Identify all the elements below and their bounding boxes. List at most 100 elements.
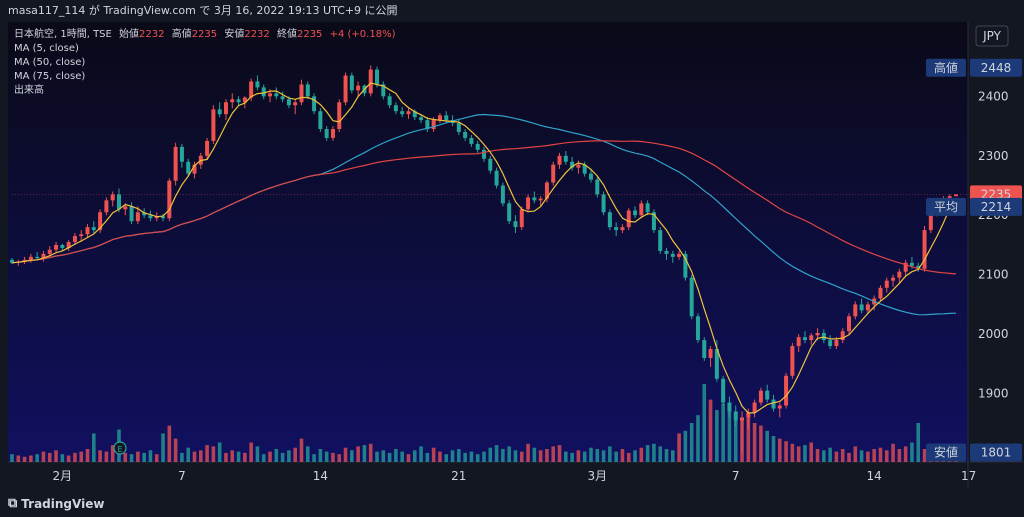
- volume-bar: [708, 399, 713, 462]
- candle-body: [223, 102, 228, 115]
- candle-body: [777, 405, 782, 409]
- volume-bar: [689, 423, 694, 462]
- currency-label[interactable]: JPY: [982, 29, 1002, 43]
- candle-body: [765, 390, 770, 400]
- candle-body: [664, 250, 669, 254]
- plot-background: [8, 22, 968, 462]
- volume-bar: [614, 451, 618, 462]
- footer-bar: ⧉ TradingView: [0, 490, 1024, 517]
- volume-bar: [664, 449, 669, 462]
- volume-bar: [557, 445, 562, 462]
- candle-body: [330, 129, 335, 138]
- volume-bar: [771, 436, 776, 462]
- volume-bar: [639, 447, 644, 462]
- candle-body: [809, 335, 814, 341]
- volume-bar: [224, 452, 228, 462]
- candle-body: [299, 84, 304, 103]
- volume-bar: [683, 430, 688, 462]
- price-tag-value: 1801: [981, 445, 1012, 459]
- time-axis[interactable]: 2月 7 14 21 3月 7 14 17: [53, 469, 977, 483]
- candle-body: [135, 212, 140, 222]
- volume-bar: [280, 452, 285, 462]
- candle-body: [72, 236, 77, 242]
- candle-body: [815, 332, 820, 336]
- candle-body: [268, 93, 273, 97]
- volume-bar: [916, 423, 921, 462]
- volume-bar: [803, 445, 807, 462]
- candle-body: [727, 402, 732, 412]
- candle-body: [406, 111, 411, 115]
- price-tag-name: 平均: [934, 200, 958, 214]
- legend-ma75: MA (75, close): [14, 71, 85, 82]
- time-tick-label: 2月: [53, 469, 73, 483]
- volume-bar: [570, 452, 574, 462]
- volume-bar: [35, 454, 39, 462]
- candle-body: [91, 227, 96, 231]
- candle-body: [538, 198, 543, 201]
- candle-body: [677, 253, 682, 257]
- candle-body: [488, 158, 493, 171]
- volume-bar: [299, 438, 304, 462]
- candle-body: [148, 215, 153, 219]
- volume-bar: [243, 452, 247, 462]
- earnings-icon[interactable]: [113, 441, 127, 455]
- volume-bar: [746, 415, 751, 462]
- price-chart[interactable]: 1900200021002200230024002500 2月714213月71…: [0, 22, 1024, 490]
- volume-bar: [419, 446, 423, 462]
- candle-body: [161, 216, 166, 219]
- volume-bar: [715, 410, 719, 462]
- candle-body: [324, 129, 329, 138]
- price-tag-name-box: [926, 58, 966, 77]
- candle-body: [463, 132, 468, 138]
- candle-body: [721, 378, 726, 403]
- volume-bar: [507, 446, 511, 462]
- legend-symbol: 日本航空, 1時間, TSE: [14, 27, 112, 40]
- legend-high-label: 高値: [172, 27, 192, 40]
- time-axis-background: [8, 462, 968, 488]
- candle-body: [249, 81, 254, 98]
- volume-bar: [891, 443, 895, 462]
- volume-bar: [394, 449, 398, 462]
- volume-bar: [324, 451, 329, 462]
- volume-bar: [652, 443, 656, 462]
- candle-body: [123, 206, 128, 210]
- candle-body: [456, 123, 461, 132]
- volume-bar: [595, 449, 600, 462]
- volume-bar: [765, 430, 769, 462]
- publisher-bar: masa117_114 が TradingView.com で 3月 16, 2…: [0, 0, 1024, 22]
- candle-body: [865, 304, 870, 311]
- volume-bar: [545, 449, 549, 462]
- volume-bar: [910, 442, 914, 462]
- earnings-marker[interactable]: E: [113, 441, 127, 455]
- volume-bar: [620, 449, 625, 462]
- candle-body: [356, 85, 361, 91]
- volume-bar: [54, 450, 58, 462]
- volume-bar: [815, 449, 820, 462]
- volume-bar: [123, 452, 128, 462]
- currency-button-box[interactable]: [975, 25, 1009, 47]
- currency-button[interactable]: JPY: [975, 25, 1009, 47]
- candle-body: [437, 115, 442, 121]
- candle-body: [733, 411, 738, 421]
- volume-bar: [236, 451, 241, 462]
- candle-body: [10, 259, 14, 263]
- volume-bar: [16, 455, 21, 462]
- candle-body: [217, 109, 222, 115]
- volume-bar: [828, 447, 832, 462]
- volume-bar: [180, 452, 184, 462]
- volume-bar: [406, 454, 411, 462]
- candle-body: [286, 99, 291, 106]
- candle-body: [154, 216, 159, 219]
- volume-bar: [381, 450, 386, 462]
- candle-body: [840, 331, 845, 341]
- candle-body: [683, 253, 688, 278]
- volume-bar: [501, 449, 505, 462]
- candle-body: [771, 399, 776, 409]
- ma5-line: [11, 82, 957, 414]
- candle-body: [784, 375, 789, 406]
- volume-bar: [922, 449, 927, 462]
- volume-bar: [318, 449, 323, 462]
- tradingview-logo[interactable]: ⧉ TradingView: [8, 496, 104, 511]
- volume-bar: [532, 447, 537, 462]
- volume-bar: [519, 451, 524, 462]
